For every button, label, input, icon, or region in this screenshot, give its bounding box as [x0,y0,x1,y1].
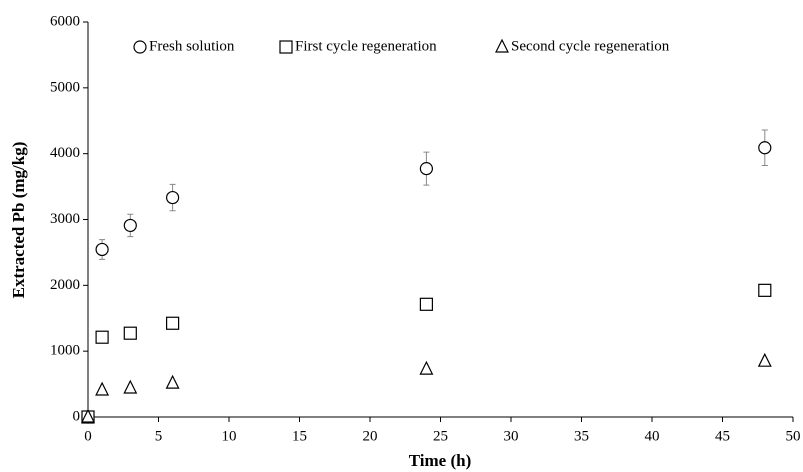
marker [123,379,138,394]
marker [123,218,137,233]
x-tick-label: 25 [433,428,448,444]
x-tick-label: 15 [292,428,307,444]
y-tick-label: 5000 [50,79,80,95]
y-tick-label: 0 [73,408,81,424]
marker [419,297,433,311]
marker [123,326,137,340]
y-tick-label: 2000 [50,277,80,293]
marker [95,242,109,257]
x-axis-title: Time (h) [409,451,472,470]
marker [758,283,772,297]
x-tick-label: 10 [222,428,237,444]
marker [165,374,180,389]
y-axis-title: Extracted Pb (mg/kg) [9,142,28,299]
marker [166,190,180,205]
x-tick-label: 0 [84,428,92,444]
legend-marker [133,40,147,54]
x-tick-label: 20 [363,428,378,444]
y-tick-label: 3000 [50,211,80,227]
legend-label: Second cycle regeneration [511,38,670,54]
marker [95,330,109,344]
marker [419,162,433,176]
legend-label: Fresh solution [149,38,235,54]
x-tick-label: 50 [786,428,801,444]
marker [757,352,772,367]
marker [758,141,772,155]
legend-marker [279,40,293,54]
marker [419,360,434,375]
legend-label: First cycle regeneration [295,38,437,54]
y-tick-label: 6000 [50,13,80,29]
x-tick-label: 5 [155,428,163,444]
x-tick-label: 45 [715,428,730,444]
marker [81,408,95,423]
x-tick-label: 35 [574,428,589,444]
marker [166,316,180,330]
x-tick-label: 40 [645,428,660,444]
legend-marker [495,38,509,53]
x-tick-label: 30 [504,428,519,444]
marker [95,381,110,396]
y-tick-label: 1000 [50,343,80,359]
y-tick-label: 4000 [50,145,80,161]
